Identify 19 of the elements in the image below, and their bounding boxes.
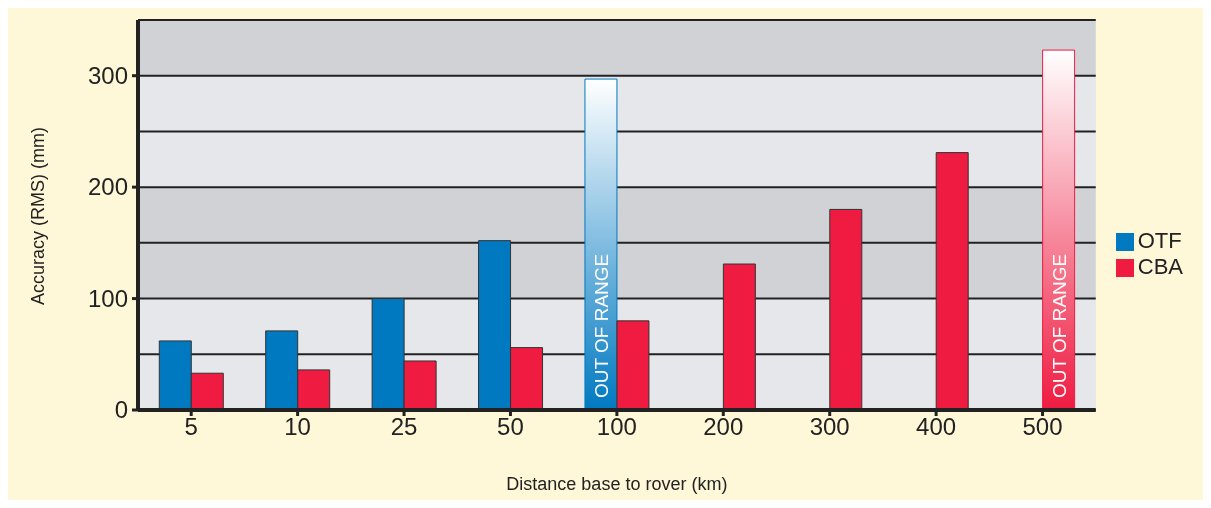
x-tick-label: 300 (809, 413, 850, 441)
y-tick-label: 0 (114, 396, 128, 423)
x-tick-label: 500 (1022, 413, 1063, 441)
x-tick-label: 100 (596, 413, 637, 441)
x-tick-label: 400 (916, 413, 957, 441)
y-tick-label: 300 (87, 61, 128, 89)
x-tick-label: 10 (284, 413, 311, 441)
y-tick-label: 200 (87, 173, 128, 201)
y-tick-label: 100 (87, 284, 128, 312)
x-tick-label: 50 (497, 413, 524, 441)
x-axis-title: Distance base to rover (km) (506, 474, 728, 494)
x-tick-label: 200 (703, 413, 744, 441)
data-label: OUT OF RANGE (590, 253, 612, 398)
legend-label: OTF (1137, 228, 1182, 253)
x-tick-label: 25 (390, 413, 418, 441)
data-label: OUT OF RANGE (1048, 253, 1070, 398)
y-axis-title: Accuracy (RMS) (mm) (28, 127, 49, 305)
x-tick-label: 5 (184, 413, 198, 441)
legend-label: CBA (1137, 254, 1183, 279)
